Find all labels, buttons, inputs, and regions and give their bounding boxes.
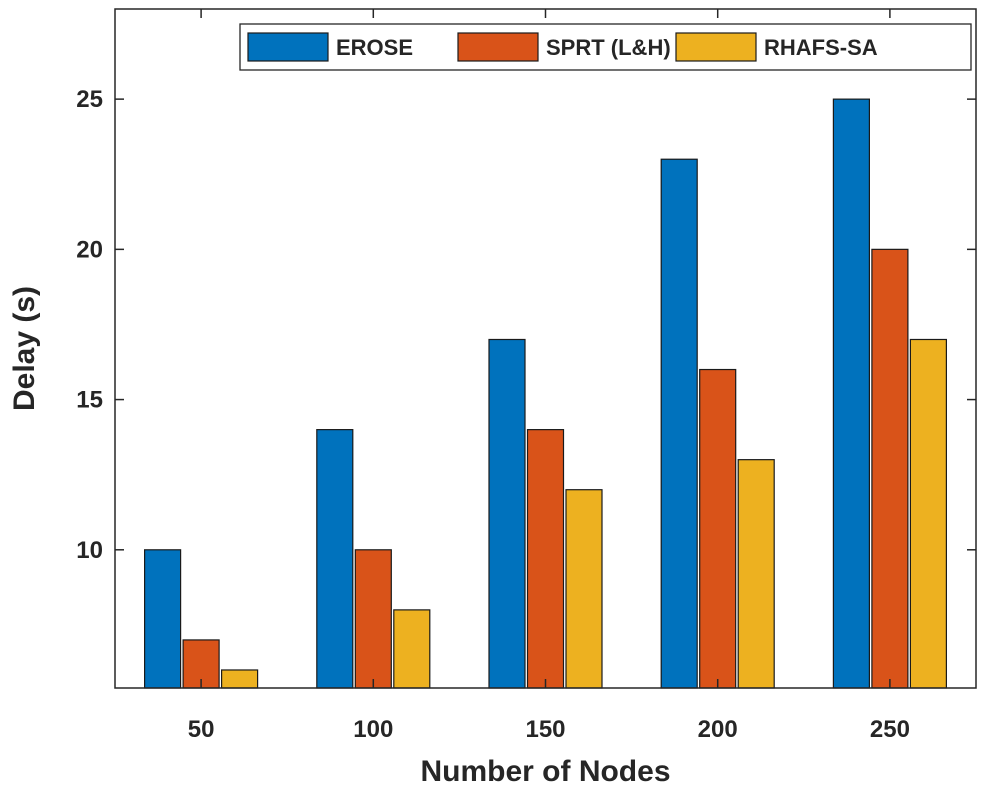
bar-sprt-l-h-100 bbox=[354, 549, 392, 689]
x-tick-label-200: 200 bbox=[698, 716, 738, 743]
y-tick-label: 25 bbox=[76, 86, 103, 113]
bar-sprt-l-h-150 bbox=[526, 429, 565, 689]
x-axis: 50 100 150 200 250 bbox=[188, 9, 910, 743]
y-tick-label: 20 bbox=[76, 236, 103, 263]
legend-swatch-0 bbox=[247, 32, 329, 62]
bar-erose-250 bbox=[832, 98, 871, 689]
bar-rhafs-sa-100 bbox=[393, 609, 431, 689]
x-tick-label-50: 50 bbox=[188, 716, 215, 743]
legend-label-2: RHAFS-SA bbox=[764, 35, 878, 60]
y-tick-label: 10 bbox=[76, 537, 103, 564]
y-axis-label: Delay (s) bbox=[8, 286, 41, 411]
bar-erose-50 bbox=[144, 549, 182, 689]
x-tick-label-150: 150 bbox=[525, 716, 565, 743]
bar-sprt-l-h-250 bbox=[871, 248, 909, 689]
x-tick-label-100: 100 bbox=[353, 716, 393, 743]
y-axis: 10 15 20 25 bbox=[76, 86, 976, 564]
bar-erose-200 bbox=[660, 158, 698, 689]
legend-swatch-2 bbox=[675, 32, 757, 62]
legend-box bbox=[239, 23, 972, 71]
x-tick-label-250: 250 bbox=[870, 716, 910, 743]
bar-rhafs-sa-150 bbox=[565, 489, 603, 689]
bar-rhafs-sa-250 bbox=[909, 338, 948, 689]
y-tick-label: 15 bbox=[76, 387, 103, 414]
bar-rhafs-sa-50 bbox=[221, 669, 259, 689]
bar-sprt-l-h-200 bbox=[699, 368, 737, 689]
legend-label-1: SPRT (L&H) bbox=[546, 35, 671, 60]
legend: EROSE SPRT (L&H) RHAFS-SA bbox=[239, 23, 972, 71]
bars-layer bbox=[144, 98, 948, 689]
x-axis-label: Number of Nodes bbox=[420, 755, 670, 788]
legend-swatch-1 bbox=[457, 32, 539, 62]
bar-rhafs-sa-200 bbox=[737, 459, 775, 689]
legend-label-0: EROSE bbox=[336, 35, 413, 60]
bar-erose-150 bbox=[488, 338, 526, 689]
bar-erose-100 bbox=[316, 429, 354, 689]
